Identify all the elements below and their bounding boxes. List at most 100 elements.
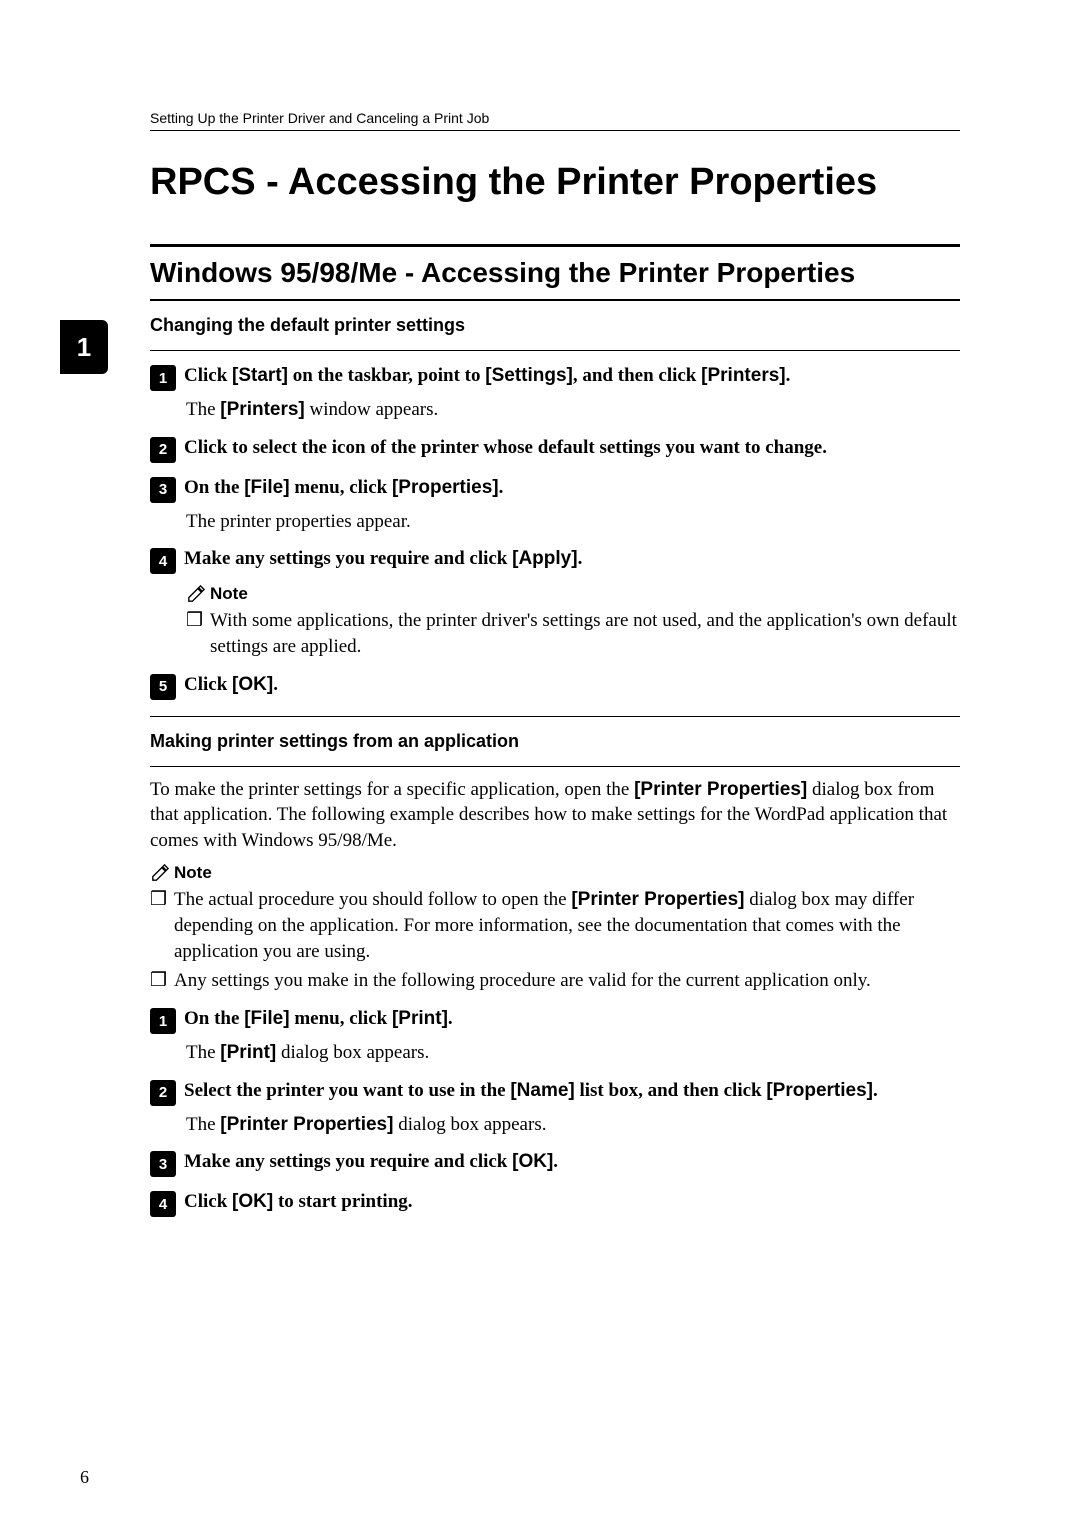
rule [150, 716, 960, 717]
t: On the [184, 477, 244, 498]
t: Click [184, 1191, 232, 1212]
page-title: RPCS - Accessing the Printer Properties [150, 161, 960, 204]
step-text: Click [Start] on the taskbar, point to [… [184, 363, 790, 389]
step-row: 2 Click to select the icon of the printe… [150, 435, 960, 463]
ui-label: [File] [244, 477, 289, 498]
ui-label: [Properties] [392, 477, 499, 498]
t: on the taskbar, point to [288, 365, 485, 386]
ui-label: [Printers] [220, 399, 304, 420]
ui-label: [File] [244, 1008, 289, 1029]
t: dialog box appears. [276, 1042, 429, 1063]
bullet-text: Any settings you make in the following p… [174, 968, 871, 994]
t: Click [184, 365, 232, 386]
step-body: The printer properties appear. [186, 509, 960, 535]
ui-label: [Printers] [701, 365, 785, 386]
ui-label: [OK] [232, 674, 273, 695]
step-text: On the [File] menu, click [Print]. [184, 1006, 453, 1032]
rule [150, 766, 960, 767]
step-row: 3 Make any settings you require and clic… [150, 1149, 960, 1177]
step-text: Select the printer you want to use in th… [184, 1078, 878, 1104]
t: . [553, 1151, 558, 1172]
t: to start printing. [273, 1191, 412, 1212]
step-row: 1 Click [Start] on the taskbar, point to… [150, 363, 960, 391]
t: dialog box appears. [393, 1114, 546, 1135]
t: menu, click [290, 1008, 392, 1029]
pencil-icon [150, 864, 170, 882]
note-heading: Note [186, 584, 960, 604]
step-text: Make any settings you require and click … [184, 1149, 558, 1175]
step-text: On the [File] menu, click [Properties]. [184, 475, 503, 501]
t: Select the printer you want to use in th… [184, 1080, 510, 1101]
t: Make any settings you require and click [184, 548, 512, 569]
ui-label: [OK] [232, 1191, 273, 1212]
section-heading: Windows 95/98/Me - Accessing the Printer… [150, 257, 960, 289]
intro-paragraph: To make the printer settings for a speci… [150, 777, 960, 854]
step-row: 4 Click [OK] to start printing. [150, 1189, 960, 1217]
step-text: Click to select the icon of the printer … [184, 435, 827, 461]
step-row: 4 Make any settings you require and clic… [150, 546, 960, 574]
ui-label: [Printer Properties] [220, 1114, 393, 1135]
page-number: 6 [80, 1467, 89, 1488]
ui-label: [Apply] [512, 548, 577, 569]
bullet-icon: ❒ [150, 887, 174, 964]
t: The actual procedure you should follow t… [174, 889, 571, 910]
t: . [273, 674, 278, 695]
step-number-icon: 1 [150, 1008, 176, 1034]
rule [150, 299, 960, 301]
pencil-icon [186, 585, 206, 603]
rule [150, 244, 960, 247]
step-row: 3 On the [File] menu, click [Properties]… [150, 475, 960, 503]
rule [150, 350, 960, 351]
t: . [873, 1080, 878, 1101]
page-content: Setting Up the Printer Driver and Cancel… [0, 0, 1080, 1261]
note-label: Note [210, 584, 248, 604]
subsection-heading: Changing the default printer settings [150, 315, 960, 336]
step-number-icon: 2 [150, 1080, 176, 1106]
bullet-icon: ❒ [150, 968, 174, 994]
step-row: 1 On the [File] menu, click [Print]. [150, 1006, 960, 1034]
t: . [786, 365, 791, 386]
ui-label: [Print] [220, 1042, 276, 1063]
t: Click [184, 674, 232, 695]
t: . [448, 1008, 453, 1029]
t: list box, and then click [575, 1080, 767, 1101]
t: . [578, 548, 583, 569]
t: . [499, 477, 504, 498]
t: On the [184, 1008, 244, 1029]
step-body: The [Printers] window appears. [186, 397, 960, 423]
bullet-icon: ❒ [186, 608, 210, 659]
step-number-icon: 1 [150, 365, 176, 391]
step-number-icon: 4 [150, 1191, 176, 1217]
step-row: 2 Select the printer you want to use in … [150, 1078, 960, 1106]
ui-label: [Start] [232, 365, 288, 386]
step-text: Click [OK] to start printing. [184, 1189, 413, 1215]
t: To make the printer settings for a speci… [150, 779, 634, 800]
step-body: The [Printer Properties] dialog box appe… [186, 1112, 960, 1138]
side-tab: 1 [60, 320, 108, 374]
step-number-icon: 2 [150, 437, 176, 463]
step-row: 5 Click [OK]. [150, 672, 960, 700]
ui-label: [OK] [512, 1151, 553, 1172]
note-heading: Note [150, 863, 960, 883]
note-label: Note [174, 863, 212, 883]
subsection-heading: Making printer settings from an applicat… [150, 731, 960, 752]
t: The [186, 1042, 220, 1063]
ui-label: [Properties] [766, 1080, 873, 1101]
bullet-text: The actual procedure you should follow t… [174, 887, 960, 964]
step-body: The [Print] dialog box appears. [186, 1040, 960, 1066]
note-bullet: ❒ With some applications, the printer dr… [186, 608, 960, 659]
step-number-icon: 3 [150, 477, 176, 503]
t: , and then click [573, 365, 701, 386]
bullet-text: With some applications, the printer driv… [210, 608, 960, 659]
ui-label: [Settings] [485, 365, 573, 386]
ui-label: [Printer Properties] [571, 889, 744, 910]
note-bullet: ❒ Any settings you make in the following… [150, 968, 960, 994]
t: Make any settings you require and click [184, 1151, 512, 1172]
step-text: Make any settings you require and click … [184, 546, 582, 572]
header-rule [150, 130, 960, 131]
step-number-icon: 5 [150, 674, 176, 700]
step-number-icon: 4 [150, 548, 176, 574]
t: window appears. [305, 399, 439, 420]
t: The [186, 399, 220, 420]
t: menu, click [290, 477, 392, 498]
